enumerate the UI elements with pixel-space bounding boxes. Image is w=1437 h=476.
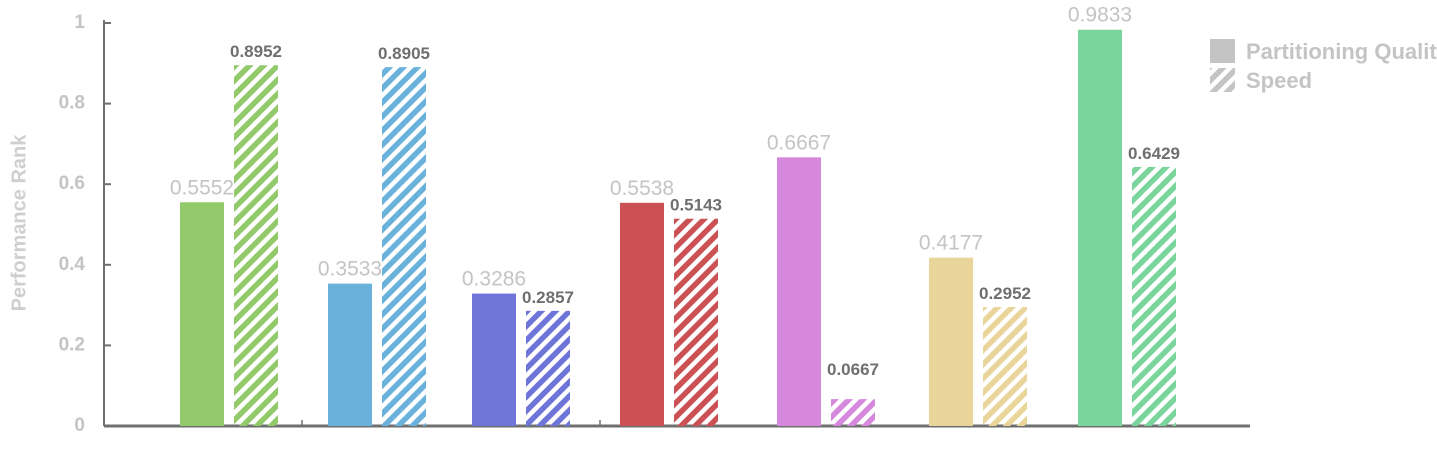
bar-speed: [674, 218, 718, 426]
bar-speed: [382, 67, 426, 426]
bar-partitioning-quality: [180, 202, 224, 426]
data-label-speed: 0.8905: [378, 44, 430, 63]
data-label-partitioning-quality: 0.5552: [170, 176, 234, 199]
bar-speed: [1132, 166, 1176, 426]
bar-speed: [234, 65, 278, 426]
legend-swatch-speed: [1210, 68, 1235, 92]
y-tick-label: 0: [74, 415, 85, 436]
bar-partitioning-quality: [620, 202, 664, 426]
data-label-speed: 0.8952: [230, 42, 282, 61]
y-tick-label: 0.4: [59, 254, 86, 275]
y-axis-title: Performance Rank: [8, 134, 30, 312]
legend-swatch-partitioning-quality: [1210, 39, 1235, 63]
data-label-partitioning-quality: 0.6667: [767, 131, 831, 154]
data-label-speed: 0.2952: [979, 284, 1031, 303]
y-ticks: 0 0.2 0.4 0.6 0.8 1: [59, 12, 111, 436]
bar-partitioning-quality: [929, 257, 973, 426]
legend: Partitioning Quality Speed: [1210, 39, 1437, 93]
bar-partitioning-quality: [328, 283, 372, 426]
legend-label-speed: Speed: [1246, 68, 1312, 93]
data-label-partitioning-quality: 0.5538: [610, 177, 674, 200]
data-label-speed: 0.6429: [1128, 144, 1180, 163]
data-label-speed: 0.0667: [827, 360, 879, 379]
bar-speed: [831, 399, 875, 426]
bar-speed: [526, 310, 570, 426]
data-label-partitioning-quality: 0.9833: [1068, 4, 1132, 27]
y-tick-label: 0.2: [59, 334, 85, 355]
y-tick-label: 0.8: [59, 93, 85, 114]
y-tick-label: 0.6: [59, 173, 85, 194]
bar-partitioning-quality: [472, 293, 516, 426]
data-label-partitioning-quality: 0.3286: [462, 268, 526, 291]
legend-label-partitioning-quality: Partitioning Quality: [1246, 39, 1437, 64]
data-label-speed: 0.5143: [670, 196, 722, 215]
data-label-partitioning-quality: 0.3533: [318, 258, 382, 281]
y-tick-label: 1: [74, 12, 85, 33]
bar-speed: [983, 307, 1027, 426]
bar-partitioning-quality: [1078, 29, 1122, 426]
data-label-partitioning-quality: 0.4177: [919, 232, 983, 255]
data-label-speed: 0.2857: [522, 288, 574, 307]
bar-partitioning-quality: [777, 157, 821, 427]
